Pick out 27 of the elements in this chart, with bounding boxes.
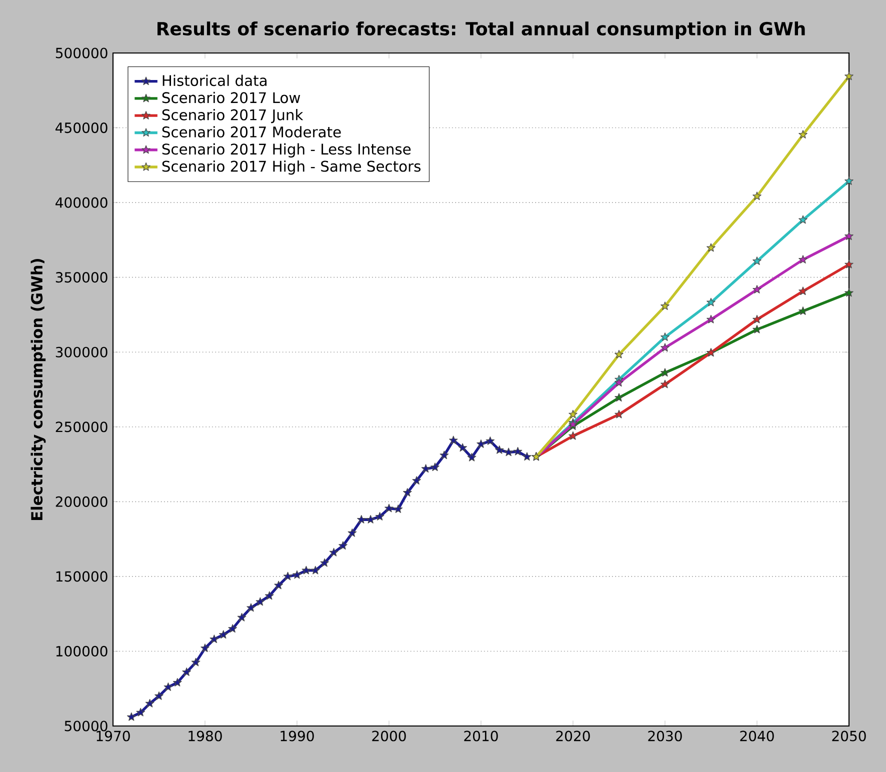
y-tick-label: 300000 (56, 346, 108, 358)
y-tick-label: 200000 (56, 496, 108, 507)
y-tick-label: 500000 (56, 48, 108, 58)
y-tick-label: 150000 (56, 571, 108, 582)
y-tick-label: 50000 (64, 720, 108, 732)
legend-label: Scenario 2017 Moderate (162, 126, 341, 138)
legend-label: Scenario 2017 High - Less Intense (162, 143, 411, 158)
x-tick-label: 2050 (832, 730, 866, 742)
x-tick-label: 2020 (556, 730, 590, 742)
y-tick-label: 400000 (56, 197, 108, 208)
x-tick-label: 2000 (372, 730, 406, 742)
chart-title: Results of scenario forecasts: Total annual consumption in GWh (158, 22, 805, 39)
x-tick-label: 2040 (740, 730, 774, 742)
legend-label: Historical data (162, 74, 266, 86)
y-axis-title: Electricity consumption (GWh) (30, 258, 46, 520)
x-tick-label: 1970 (96, 730, 130, 742)
y-tick-label: 100000 (56, 646, 108, 657)
x-tick-label: 2030 (648, 730, 682, 742)
x-tick-label: 2010 (464, 730, 498, 742)
legend-label: Scenario 2017 Junk (162, 109, 304, 124)
y-tick-label: 350000 (56, 272, 108, 283)
y-tick-label: 250000 (56, 422, 108, 432)
legend-label: Scenario 2017 High - Same Sectors (162, 160, 421, 175)
legend-label: Scenario 2017 Low (162, 92, 300, 104)
y-tick-label: 450000 (56, 122, 108, 134)
x-tick-label: 1980 (188, 730, 222, 742)
x-tick-label: 1990 (280, 730, 314, 742)
